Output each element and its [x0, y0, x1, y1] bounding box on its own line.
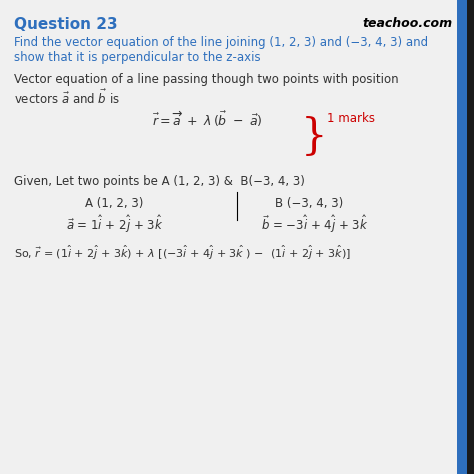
Bar [457, 0, 474, 474]
Text: show that it is perpendicular to the z-axis: show that it is perpendicular to the z-a… [14, 51, 261, 64]
Text: So, $\vec{r}$ = (1$\hat{i}$ + 2$\hat{j}$ + 3$\hat{k}$) + $\lambda$ [($-$3$\hat{i: So, $\vec{r}$ = (1$\hat{i}$ + 2$\hat{j}$… [14, 244, 351, 263]
Text: vectors $\vec{a}$ and $\vec{b}$ is: vectors $\vec{a}$ and $\vec{b}$ is [14, 89, 120, 107]
Text: Find the vector equation of the line joining (1, 2, 3) and (−3, 4, 3) and: Find the vector equation of the line joi… [14, 36, 428, 48]
Text: $\vec{r} = \overrightarrow{a}\ +\ \lambda\,(\vec{b}\ -\ \vec{a})$: $\vec{r} = \overrightarrow{a}\ +\ \lambd… [152, 110, 263, 129]
Text: $\vec{b}$ = $-$3$\hat{i}$ + 4$\hat{j}$ + 3$\hat{k}$: $\vec{b}$ = $-$3$\hat{i}$ + 4$\hat{j}$ +… [261, 213, 368, 235]
Text: 1 marks: 1 marks [327, 112, 375, 125]
Text: A (1, 2, 3): A (1, 2, 3) [85, 197, 144, 210]
Text: teachoo.com: teachoo.com [363, 17, 453, 29]
Text: $\vec{a}$ = 1$\hat{i}$ + 2$\hat{j}$ + 3$\hat{k}$: $\vec{a}$ = 1$\hat{i}$ + 2$\hat{j}$ + 3$… [66, 213, 164, 235]
Text: }: } [301, 116, 328, 158]
Text: B (−3, 4, 3): B (−3, 4, 3) [275, 197, 343, 210]
Text: Given, Let two points be A (1, 2, 3) &  B(−3, 4, 3): Given, Let two points be A (1, 2, 3) & B… [14, 175, 305, 188]
Bar [467, 0, 474, 474]
Text: Question 23: Question 23 [14, 17, 118, 32]
Text: Vector equation of a line passing though two points with position: Vector equation of a line passing though… [14, 73, 399, 86]
